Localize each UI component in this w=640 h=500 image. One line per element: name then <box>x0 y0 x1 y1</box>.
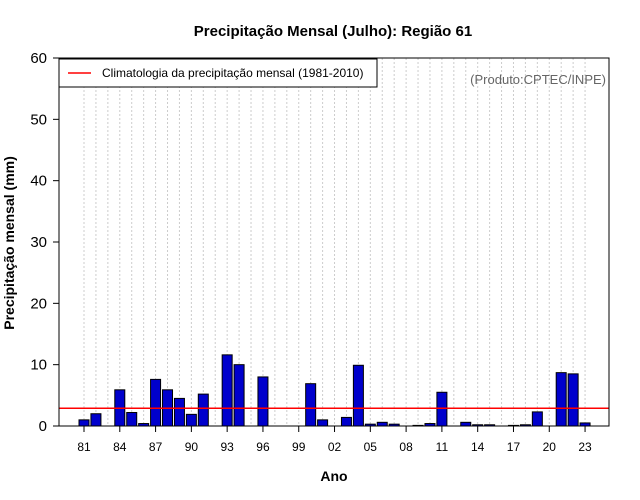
bar <box>185 413 197 427</box>
x-axis-label: Ano <box>320 468 347 484</box>
bar <box>90 413 102 427</box>
x-tick-label: 23 <box>578 440 592 454</box>
bar <box>150 378 162 427</box>
bar <box>173 397 185 427</box>
bar <box>531 411 543 427</box>
bar <box>221 354 233 427</box>
bar <box>376 421 388 427</box>
grid-lines <box>83 58 586 426</box>
y-tick-label: 60 <box>30 50 47 67</box>
y-tick-label: 20 <box>30 295 47 312</box>
bar <box>436 391 448 427</box>
y-axis-label: Precipitação mensal (mm) <box>1 156 17 330</box>
x-tick-label: 81 <box>77 440 91 454</box>
x-axis: 81 84 87 90 93 96 99 02 05 08 11 14 17 20 23 <box>77 426 592 454</box>
bar <box>352 364 364 427</box>
bar <box>305 383 317 427</box>
legend: Climatologia da precipitação mensal (198… <box>58 58 378 88</box>
y-tick-label: 0 <box>39 418 47 435</box>
legend-box <box>58 58 378 88</box>
plot-frame <box>58 57 610 427</box>
bar <box>317 419 329 427</box>
source-credit: (Produto:CPTEC/INPE) <box>470 72 606 87</box>
bar <box>555 372 567 427</box>
x-tick-label: 17 <box>507 440 521 454</box>
x-tick-label: 84 <box>113 440 127 454</box>
y-tick-label: 10 <box>30 357 47 374</box>
x-tick-label: 14 <box>471 440 485 454</box>
x-tick-label: 02 <box>328 440 342 454</box>
x-tick-label: 99 <box>292 440 306 454</box>
bar <box>257 376 269 427</box>
x-tick-label: 93 <box>220 440 234 454</box>
y-axis: 0 10 20 30 40 50 60 <box>30 50 59 435</box>
y-tick-label: 50 <box>30 111 47 128</box>
y-tick-label: 40 <box>30 173 47 190</box>
y-tick-label: 30 <box>30 234 47 251</box>
bar <box>126 412 138 427</box>
x-tick-label: 90 <box>185 440 199 454</box>
bar <box>460 421 472 427</box>
bar <box>197 393 209 427</box>
x-tick-label: 20 <box>543 440 557 454</box>
x-tick-label: 05 <box>364 440 378 454</box>
x-tick-label: 87 <box>149 440 163 454</box>
x-tick-label: 96 <box>256 440 270 454</box>
bar <box>567 373 579 427</box>
x-tick-label: 08 <box>399 440 413 454</box>
bar <box>233 364 245 427</box>
x-tick-label: 11 <box>436 440 449 454</box>
bar <box>78 419 90 427</box>
chart-title: Precipitação Mensal (Julho): Região 61 <box>194 23 472 40</box>
legend-entry: Climatologia da precipitação mensal (198… <box>102 66 363 80</box>
bar <box>340 416 352 427</box>
